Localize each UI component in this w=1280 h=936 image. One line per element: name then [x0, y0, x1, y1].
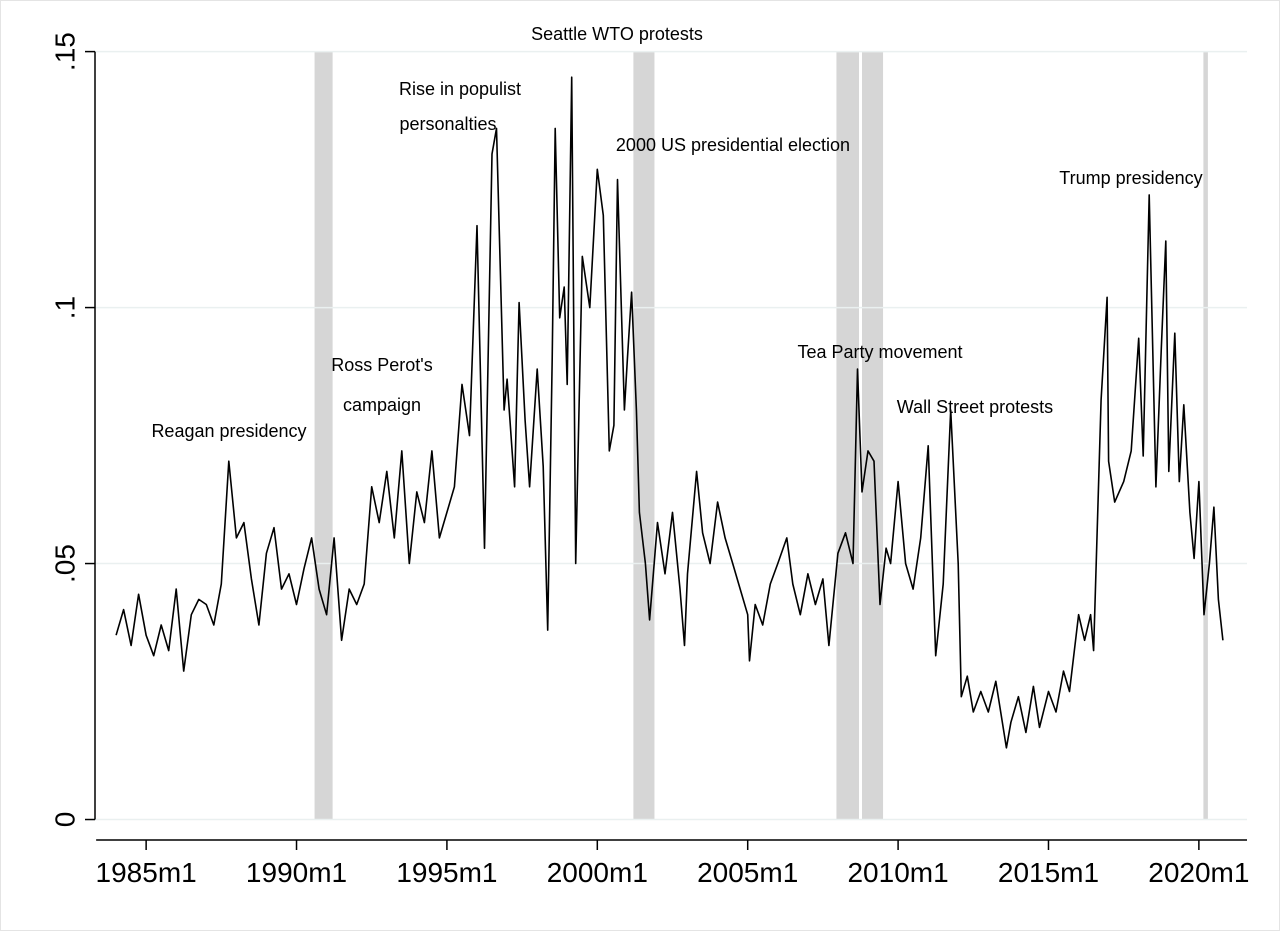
x-tick-label: 2005m1 [697, 857, 798, 888]
annotation: Rise in populist [399, 79, 521, 99]
shaded-period [1203, 51, 1208, 820]
x-tick-label: 2015m1 [998, 857, 1099, 888]
y-tick-label: .15 [49, 32, 80, 71]
x-tick-label: 1995m1 [396, 857, 497, 888]
annotation: 2000 US presidential election [616, 135, 850, 155]
shaded-period [633, 51, 655, 820]
annotation: Tea Party movement [797, 342, 962, 362]
annotation: personalties [399, 114, 496, 134]
annotation: Reagan presidency [151, 421, 306, 441]
annotation: campaign [343, 395, 421, 415]
x-tick-label: 2010m1 [847, 857, 948, 888]
y-tick-label: .05 [49, 544, 80, 583]
data-line [115, 76, 1224, 749]
x-tick-label: 2020m1 [1148, 857, 1249, 888]
annotation: Trump presidency [1059, 168, 1202, 188]
shaded-period [314, 51, 333, 820]
x-tick-label: 1990m1 [246, 857, 347, 888]
annotation: Wall Street protests [897, 397, 1053, 417]
x-tick-label: 1985m1 [96, 857, 197, 888]
y-tick-label: 0 [49, 812, 80, 828]
y-tick-label: .1 [49, 296, 80, 319]
x-tick-label: 2000m1 [547, 857, 648, 888]
shaded-period [836, 51, 859, 820]
annotation: Ross Perot's [331, 355, 432, 375]
annotation: Seattle WTO protests [531, 24, 703, 44]
shaded-period [861, 51, 884, 820]
